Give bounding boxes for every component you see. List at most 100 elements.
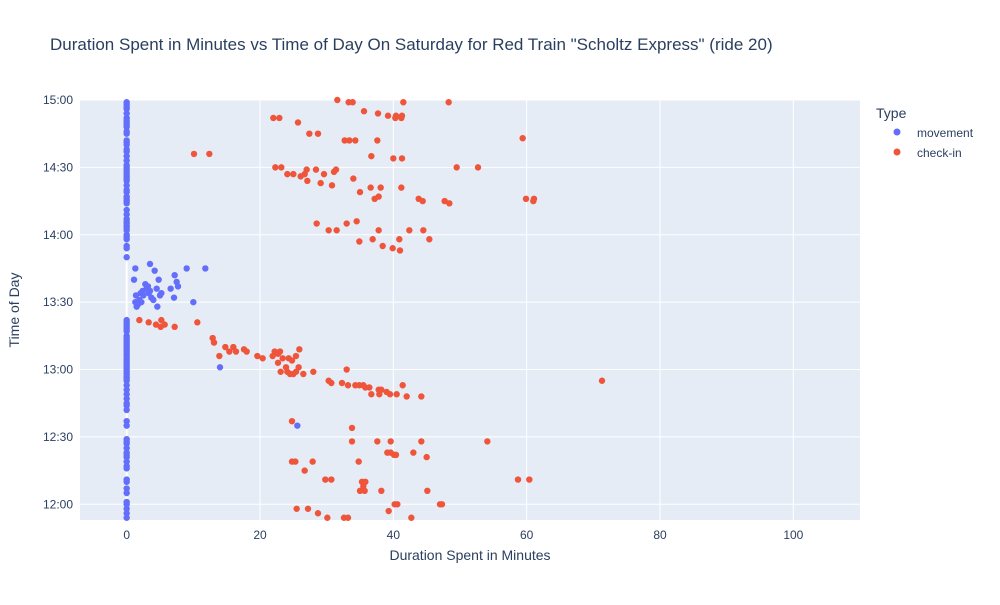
point-movement <box>123 501 130 508</box>
point-check-in <box>312 166 320 173</box>
point-check-in <box>598 377 606 384</box>
chart-title: Duration Spent in Minutes vs Time of Day… <box>50 35 773 54</box>
point-movement <box>123 485 130 492</box>
y-tick-label: 14:00 <box>43 228 73 242</box>
point-check-in <box>343 220 350 227</box>
x-axis-title: Duration Spent in Minutes <box>389 547 550 563</box>
x-tick-label: 80 <box>653 528 667 542</box>
point-check-in <box>222 343 229 351</box>
point-check-in <box>419 197 426 205</box>
point-check-in <box>300 370 307 378</box>
point-check-in <box>356 238 363 245</box>
point-check-in <box>269 352 276 360</box>
series-movement <box>123 99 301 521</box>
point-check-in <box>367 184 374 191</box>
point-movement <box>294 422 301 429</box>
point-movement <box>123 377 130 384</box>
point-check-in <box>259 355 266 362</box>
point-check-in <box>453 164 460 171</box>
point-check-in <box>424 487 431 495</box>
point-movement <box>167 285 174 292</box>
point-check-in <box>301 467 308 474</box>
point-check-in <box>484 438 491 445</box>
point-check-in <box>418 438 425 445</box>
point-movement <box>123 130 130 137</box>
point-movement <box>123 177 130 185</box>
point-movement <box>123 200 130 207</box>
point-check-in <box>171 323 178 331</box>
point-movement <box>130 276 138 283</box>
point-check-in <box>371 195 378 203</box>
point-check-in <box>426 236 433 243</box>
point-movement <box>123 406 130 414</box>
point-check-in <box>392 114 399 122</box>
point-check-in <box>406 227 413 234</box>
point-check-in <box>278 164 285 171</box>
point-movement <box>140 292 147 299</box>
point-check-in <box>145 319 152 326</box>
point-check-in <box>330 168 338 176</box>
point-check-in <box>301 170 308 178</box>
point-check-in <box>396 247 404 254</box>
point-movement <box>123 386 130 393</box>
point-movement <box>216 364 224 371</box>
point-check-in <box>292 352 300 360</box>
point-check-in <box>288 357 296 364</box>
point-check-in <box>328 379 335 387</box>
legend[interactable]: Type movement check-in <box>876 105 974 160</box>
point-check-in <box>369 236 376 243</box>
point-movement <box>146 260 154 268</box>
point-movement <box>123 227 130 234</box>
point-movement <box>123 328 130 335</box>
point-movement <box>123 489 130 497</box>
point-check-in <box>348 438 356 445</box>
point-movement <box>123 440 130 447</box>
point-movement <box>123 417 130 425</box>
legend-item-check-in[interactable]: check-in <box>893 146 962 160</box>
point-check-in <box>320 170 328 178</box>
point-check-in <box>206 150 213 158</box>
point-check-in <box>158 316 165 324</box>
point-movement <box>123 141 130 149</box>
point-movement <box>123 422 130 429</box>
point-movement <box>123 402 130 409</box>
point-check-in <box>272 164 279 171</box>
point-check-in <box>530 197 537 205</box>
point-check-in <box>314 510 322 517</box>
legend-item-movement[interactable]: movement <box>893 126 974 140</box>
point-movement <box>123 514 130 521</box>
point-movement <box>151 267 158 274</box>
point-check-in <box>375 227 382 234</box>
point-check-in <box>387 438 394 445</box>
y-axis-ticks: 12:00 12:30 13:00 13:30 14:00 14:30 15:00 <box>43 93 73 511</box>
point-check-in <box>392 451 400 459</box>
point-movement <box>123 505 130 512</box>
point-check-in <box>352 137 359 144</box>
point-movement <box>123 395 130 402</box>
point-check-in <box>276 114 283 122</box>
point-check-in <box>324 514 331 521</box>
point-check-in <box>314 130 322 137</box>
point-check-in <box>377 184 384 191</box>
point-check-in <box>360 108 368 115</box>
point-check-in <box>394 501 401 508</box>
point-check-in <box>216 352 223 360</box>
point-movement <box>155 276 162 283</box>
point-movement <box>154 303 161 310</box>
legend-marker-movement <box>893 128 901 136</box>
point-check-in <box>243 348 250 355</box>
point-check-in <box>274 359 282 366</box>
point-movement <box>123 105 130 113</box>
point-check-in <box>420 227 427 234</box>
point-check-in <box>325 227 332 234</box>
point-check-in <box>254 352 261 360</box>
point-check-in <box>288 417 296 425</box>
point-check-in <box>393 391 400 398</box>
x-tick-label: 100 <box>783 528 803 542</box>
point-check-in <box>279 355 286 362</box>
point-check-in <box>399 382 406 389</box>
point-check-in <box>226 348 233 355</box>
point-check-in <box>353 218 360 225</box>
point-check-in <box>398 184 405 191</box>
legend-label-movement: movement <box>917 126 974 140</box>
